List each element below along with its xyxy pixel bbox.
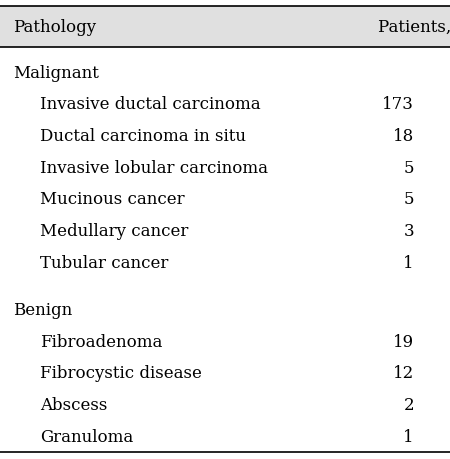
Text: Abscess: Abscess	[40, 396, 108, 413]
Text: 3: 3	[403, 223, 414, 240]
Text: Invasive ductal carcinoma: Invasive ductal carcinoma	[40, 96, 261, 113]
Text: Mucinous cancer: Mucinous cancer	[40, 191, 185, 208]
Bar	[0, 7, 450, 48]
Text: Malignant: Malignant	[14, 65, 99, 82]
Text: 2: 2	[403, 396, 414, 413]
Text: 173: 173	[382, 96, 414, 113]
Text: Benign: Benign	[14, 302, 73, 319]
Text: Invasive lobular carcinoma: Invasive lobular carcinoma	[40, 159, 269, 176]
Text: Medullary cancer: Medullary cancer	[40, 223, 189, 240]
Text: 19: 19	[393, 333, 414, 350]
Text: Ductal carcinoma in situ: Ductal carcinoma in situ	[40, 128, 247, 145]
Text: 5: 5	[404, 159, 414, 176]
Text: 18: 18	[393, 128, 414, 145]
Text: Patients, n: Patients, n	[378, 19, 450, 36]
Text: Granuloma: Granuloma	[40, 428, 134, 445]
Text: 1: 1	[403, 428, 414, 445]
Text: Pathology: Pathology	[14, 19, 97, 36]
Text: Fibroadenoma: Fibroadenoma	[40, 333, 163, 350]
Text: Tubular cancer: Tubular cancer	[40, 254, 169, 271]
Text: 12: 12	[393, 365, 414, 381]
Text: 5: 5	[404, 191, 414, 208]
Text: 1: 1	[403, 254, 414, 271]
Text: Fibrocystic disease: Fibrocystic disease	[40, 365, 202, 381]
